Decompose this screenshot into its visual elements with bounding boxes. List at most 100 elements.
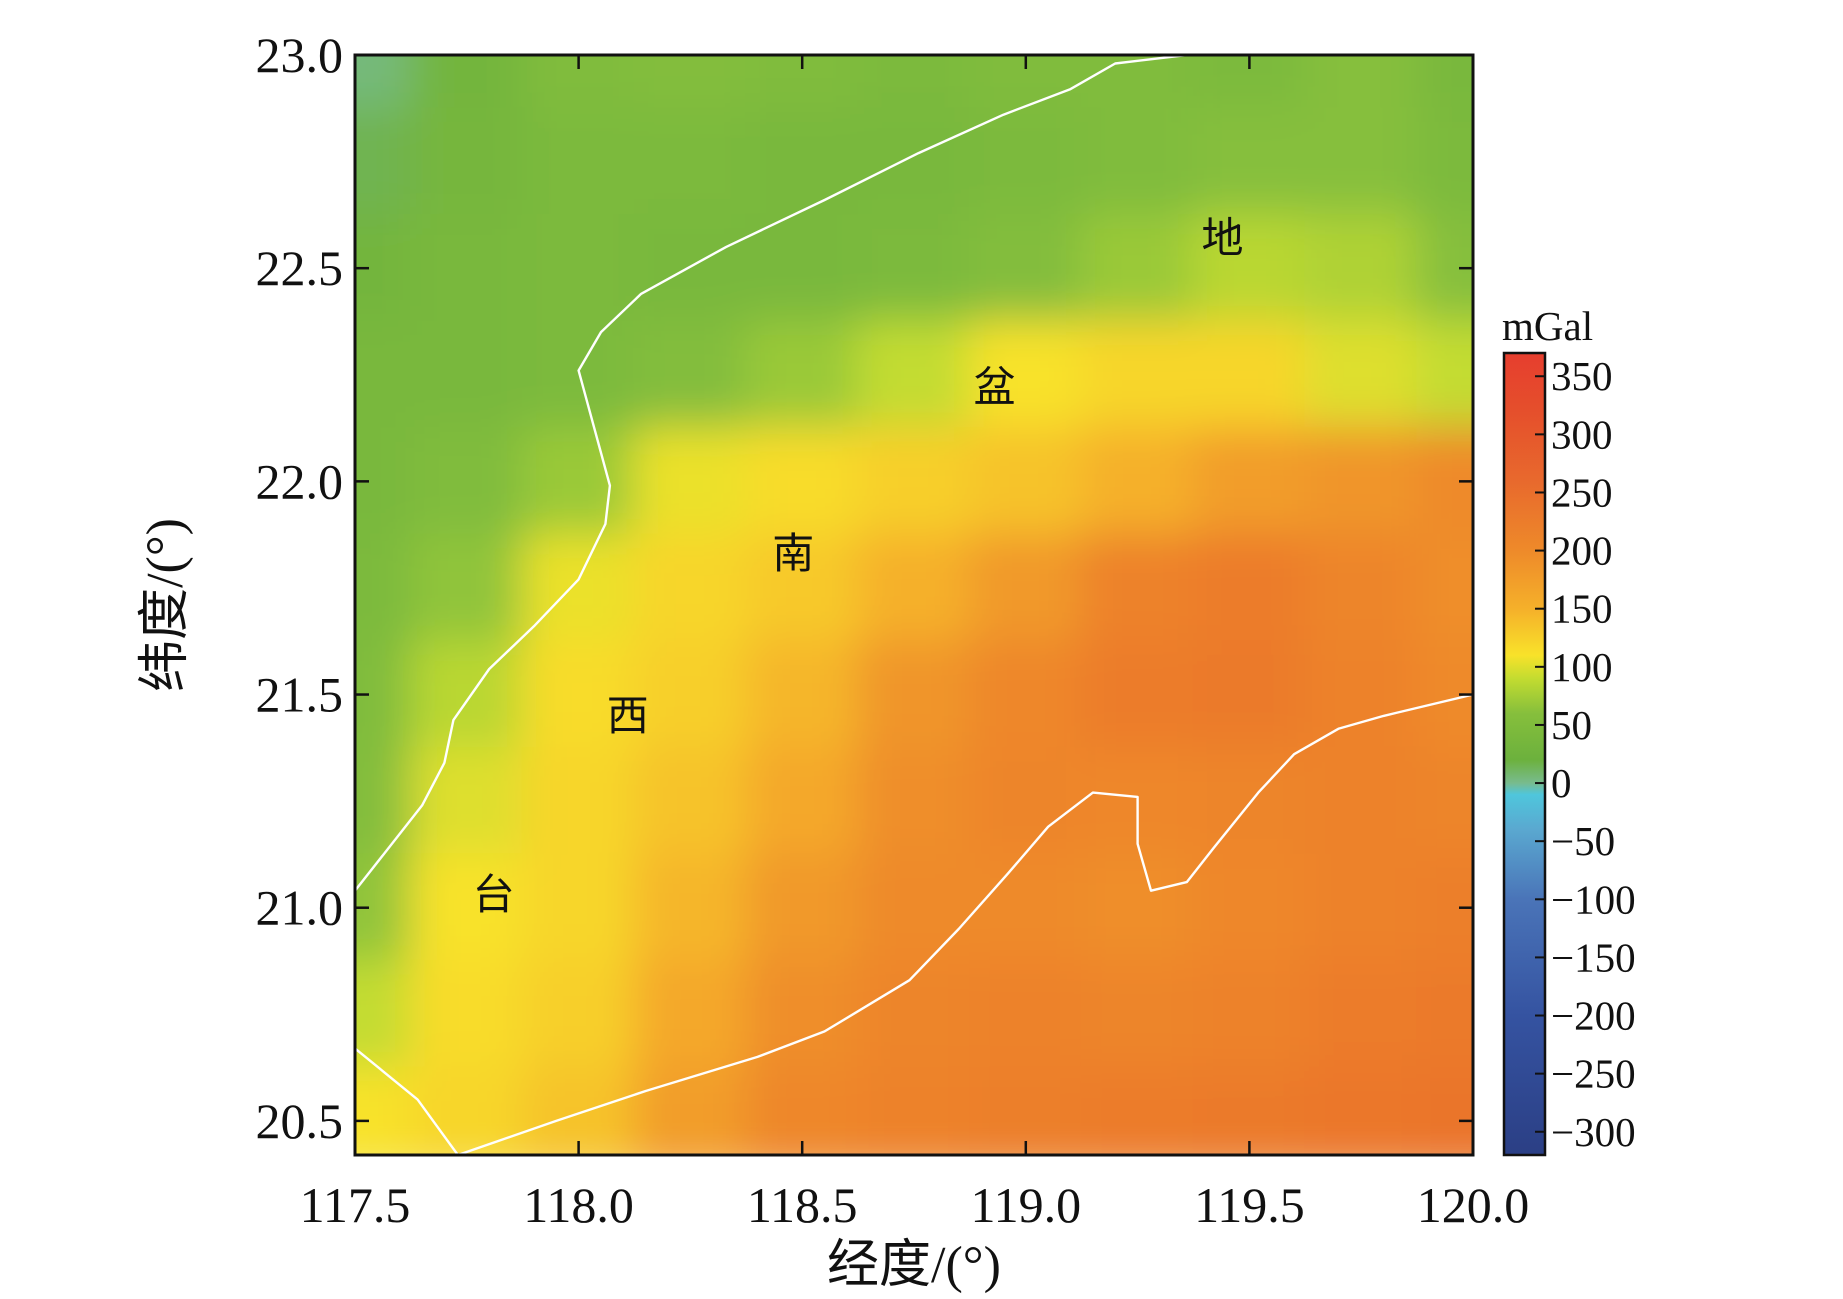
- heatmap-cell: [1304, 320, 1419, 430]
- heatmap-cell: [857, 533, 971, 643]
- heatmap-cell: [1304, 746, 1419, 856]
- heatmap-cell: [1080, 960, 1195, 1069]
- heatmap-cell: [968, 746, 1083, 856]
- colorbar: mGal 350 300 250 200 150 100 50 0 −50 −100 −150 −20…: [1502, 303, 1636, 1157]
- heatmap-cell: [745, 1066, 860, 1155]
- heatmap-cell: [857, 1066, 971, 1155]
- heatmap-cell: [1416, 107, 1473, 216]
- heatmap-cell: [633, 533, 748, 643]
- heatmap-cell: [355, 320, 412, 430]
- heatmap-cell: [633, 320, 748, 430]
- heatmap-cell: [745, 853, 860, 963]
- y-tick-label: 21.0: [256, 880, 344, 936]
- heatmap-cell: [857, 107, 971, 216]
- heatmap-cell: [1080, 1066, 1195, 1155]
- heatmap-cell: [521, 640, 636, 749]
- heatmap-cell: [745, 746, 860, 856]
- heatmap-cell: [857, 640, 971, 749]
- heatmap-cell: [1192, 746, 1307, 856]
- heatmap-cell: [1304, 640, 1419, 749]
- heatmap-cell: [1416, 746, 1473, 856]
- heatmap-cell: [1304, 213, 1419, 323]
- boundary-line-1: [355, 55, 1187, 892]
- colorbar-tick-label: 50: [1551, 702, 1592, 748]
- y-tick-label: 23.0: [256, 27, 344, 83]
- heatmap-cell: [409, 640, 524, 749]
- heatmap-cell: [521, 427, 636, 536]
- heatmap-cell: [521, 960, 636, 1069]
- heatmap-cell: [409, 853, 524, 963]
- heatmap-cell: [409, 107, 524, 216]
- colorbar-unit: mGal: [1502, 303, 1593, 349]
- heatmap-cell: [968, 1066, 1083, 1155]
- heatmap-cell: [968, 107, 1083, 216]
- heatmap-cell: [1416, 55, 1473, 110]
- heatmap-cell: [521, 213, 636, 323]
- region-label: 台: [473, 873, 515, 919]
- y-tick-label: 20.5: [256, 1093, 344, 1149]
- boundary-line-2: [355, 693, 1473, 1155]
- colorbar-ticks: 350 300 250 200 150 100 50 0 −50 −100 −150 −200 −250…: [1535, 353, 1636, 1155]
- heatmap-cell: [1080, 853, 1195, 963]
- heatmap-cell: [1304, 55, 1419, 110]
- heatmap-cell: [355, 960, 412, 1069]
- heatmap-cell: [355, 1066, 412, 1155]
- heatmap-cell: [1080, 320, 1195, 430]
- colorbar-tick-label: 100: [1551, 644, 1613, 690]
- x-tick-label: 118.5: [747, 1177, 858, 1233]
- heatmap-cell: [968, 640, 1083, 749]
- heatmap-cell: [521, 853, 636, 963]
- heatmap-cell: [521, 1066, 636, 1155]
- x-axis: 117.5 118.0 118.5 119.0 119.5 120.0: [300, 55, 1529, 1233]
- region-label: 地: [1202, 216, 1244, 262]
- heatmap-cell: [745, 427, 860, 536]
- heatmap-cell: [1416, 320, 1473, 430]
- region-labels: 台 西 南 盆 地: [473, 216, 1244, 919]
- heatmap-cell: [745, 320, 860, 430]
- colorbar-tick-label: 300: [1551, 411, 1613, 457]
- heatmap-cell: [409, 320, 524, 430]
- heatmap-cell: [355, 746, 412, 856]
- heatmap-cell: [1080, 427, 1195, 536]
- heatmap-cell: [968, 213, 1083, 323]
- colorbar-tick-label: −200: [1551, 993, 1636, 1039]
- heatmap-cell: [1192, 533, 1307, 643]
- x-axis-title: 经度/(°): [827, 1237, 1001, 1294]
- heatmap-cell: [857, 746, 971, 856]
- heatmap-cell: [409, 533, 524, 643]
- heatmap-cell: [1080, 213, 1195, 323]
- colorbar-tick-label: 250: [1551, 469, 1613, 515]
- heatmap-cell: [1304, 960, 1419, 1069]
- heatmap-cell: [409, 960, 524, 1069]
- heatmap-cell: [1192, 427, 1307, 536]
- heatmap-cell: [1192, 320, 1307, 430]
- colorbar-gradient: [1502, 351, 1547, 1157]
- heatmap-cell: [857, 960, 971, 1069]
- heatmap-cell: [745, 533, 860, 643]
- heatmap-cell: [355, 55, 412, 110]
- heatmap-cell: [409, 746, 524, 856]
- heatmap-cell: [745, 960, 860, 1069]
- colorbar-tick-label: 350: [1551, 353, 1613, 399]
- heatmap-cell: [1304, 107, 1419, 216]
- heatmap-cell: [633, 55, 748, 110]
- heatmap-cell: [1304, 427, 1419, 536]
- heatmap-cell: [355, 107, 412, 216]
- heatmap-field: [355, 55, 1473, 1155]
- heatmap-cell: [633, 640, 748, 749]
- heatmap-cell: [968, 533, 1083, 643]
- heatmap-cell: [633, 107, 748, 216]
- heatmap-cell: [968, 853, 1083, 963]
- plot-area: 台 西 南 盆 地: [355, 55, 1473, 1155]
- heatmap-cell: [633, 746, 748, 856]
- x-tick-label: 117.5: [300, 1177, 411, 1233]
- y-tick-label: 22.0: [256, 453, 344, 509]
- heatmap-cell: [745, 213, 860, 323]
- heatmap-cell: [857, 427, 971, 536]
- heatmap-cell: [633, 960, 748, 1069]
- heatmap-cell: [745, 107, 860, 216]
- heatmap-cell: [857, 213, 971, 323]
- heatmap-cell: [1080, 640, 1195, 749]
- plot-frame: [353, 53, 1475, 1157]
